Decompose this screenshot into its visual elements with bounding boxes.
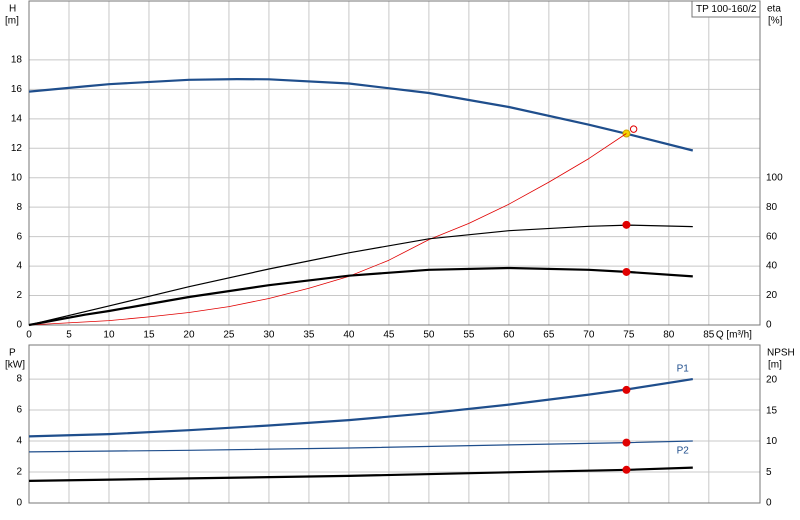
y-axis-label: P xyxy=(9,348,16,359)
duty-point xyxy=(622,267,631,276)
x-tick-label: 85 xyxy=(703,330,715,341)
y2-tick-label: 15 xyxy=(766,405,778,416)
series-label: P2 xyxy=(677,446,690,457)
x-tick-label: 30 xyxy=(263,330,275,341)
y-axis-unit: [m] xyxy=(5,16,19,27)
x-tick-label: 40 xyxy=(343,330,355,341)
y-tick-label: 4 xyxy=(16,436,22,447)
y-tick-label: 10 xyxy=(11,172,23,183)
y2-tick-label: 20 xyxy=(766,375,778,386)
y-axis-label: H xyxy=(9,4,16,15)
curve xyxy=(28,466,693,482)
y2-tick-label: 80 xyxy=(766,202,778,213)
plot-frame xyxy=(28,0,761,326)
curve xyxy=(28,224,693,326)
x-tick-label: 60 xyxy=(503,330,515,341)
y-tick-label: 18 xyxy=(11,55,23,66)
x-tick-label: 25 xyxy=(223,330,235,341)
x-tick-label: 5 xyxy=(66,330,72,341)
x-tick-label: 65 xyxy=(543,330,555,341)
y2-tick-label: 0 xyxy=(766,498,772,509)
y-tick-label: 8 xyxy=(16,202,22,213)
y2-axis-label: NPSH xyxy=(767,348,795,359)
curve xyxy=(28,266,693,327)
y2-tick-label: 5 xyxy=(766,467,772,478)
x-axis-label: Q [m³/h] xyxy=(716,330,752,341)
y2-axis-unit: [%] xyxy=(768,16,783,27)
x-tick-label: 45 xyxy=(383,330,395,341)
y-tick-label: 14 xyxy=(11,113,23,124)
x-tick-label: 10 xyxy=(103,330,115,341)
duty-point xyxy=(622,385,631,394)
y-tick-label: 2 xyxy=(16,467,22,478)
y-tick-label: 0 xyxy=(16,498,22,509)
curve xyxy=(28,78,694,152)
title-box xyxy=(691,0,761,18)
x-tick-label: 50 xyxy=(423,330,435,341)
chart-title: TP 100-160/2 xyxy=(696,4,757,15)
x-tick-label: 55 xyxy=(463,330,475,341)
duty-point xyxy=(622,129,631,138)
y-tick-label: 12 xyxy=(11,143,23,154)
y2-tick-label: 60 xyxy=(766,231,778,242)
y2-tick-label: 40 xyxy=(766,261,778,272)
y2-axis-unit: [m] xyxy=(768,360,782,371)
y-axis-unit: [kW] xyxy=(5,360,25,371)
x-tick-label: 15 xyxy=(143,330,155,341)
x-tick-label: 20 xyxy=(183,330,195,341)
duty-point xyxy=(629,125,638,133)
y-tick-label: 8 xyxy=(16,374,22,385)
y2-tick-label: 0 xyxy=(766,320,772,331)
y-tick-label: 16 xyxy=(11,84,23,95)
y2-tick-label: 10 xyxy=(766,436,778,447)
y-tick-label: 0 xyxy=(16,320,22,331)
y2-axis-label: eta xyxy=(767,4,781,15)
y2-tick-label: 100 xyxy=(766,172,783,183)
y-tick-label: 6 xyxy=(16,405,22,416)
x-tick-label: 80 xyxy=(663,330,675,341)
x-tick-label: 75 xyxy=(623,330,635,341)
duty-point xyxy=(622,465,631,474)
y-tick-label: 6 xyxy=(16,231,22,242)
curve xyxy=(28,378,693,438)
duty-point xyxy=(622,438,631,447)
plot-frame xyxy=(28,344,761,504)
y-tick-label: 2 xyxy=(16,290,22,301)
x-tick-label: 0 xyxy=(26,330,32,341)
x-tick-label: 35 xyxy=(303,330,315,341)
duty-point xyxy=(622,220,631,229)
series-label: P1 xyxy=(677,364,690,375)
curve xyxy=(28,440,693,453)
x-tick-label: 70 xyxy=(583,330,595,341)
y2-tick-label: 20 xyxy=(766,290,778,301)
y-tick-label: 4 xyxy=(16,261,22,272)
